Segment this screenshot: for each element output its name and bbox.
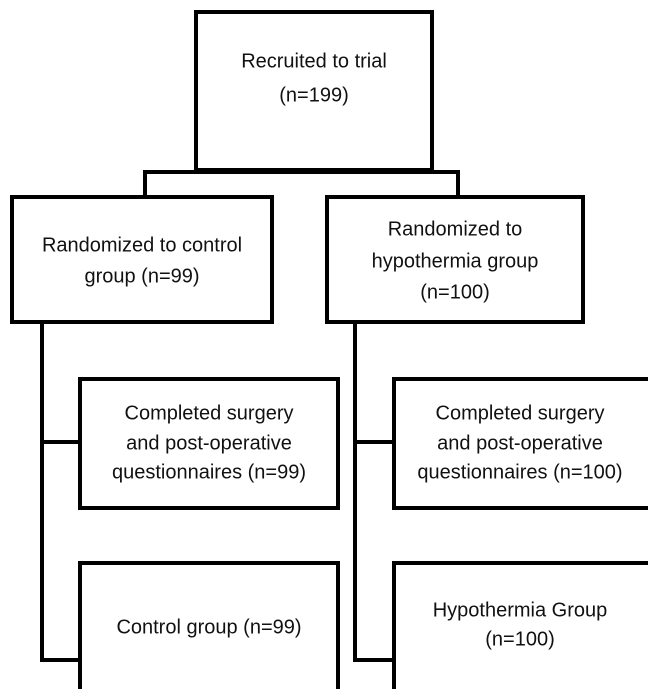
node-box xyxy=(78,377,340,510)
node-label: and post-operative xyxy=(437,432,603,454)
connector xyxy=(40,322,80,662)
connector xyxy=(143,170,460,197)
node-label: group (n=99) xyxy=(84,265,199,287)
node-box xyxy=(392,377,648,510)
node-label: Completed surgery xyxy=(125,402,294,424)
node-box xyxy=(325,195,585,324)
node-box xyxy=(10,195,274,324)
node-label: questionnaires (n=99) xyxy=(112,461,306,483)
node-label: hypothermia group xyxy=(372,250,539,272)
node-label: Control group (n=99) xyxy=(116,616,301,638)
node-label: Randomized to xyxy=(388,218,523,240)
node-label: and post-operative xyxy=(126,432,292,454)
node-label: Randomized to control xyxy=(42,234,242,256)
node-label: (n=100) xyxy=(485,628,555,650)
node-label: (n=100) xyxy=(420,281,490,303)
node-label: questionnaires (n=100) xyxy=(417,461,622,483)
node-label: Completed surgery xyxy=(436,402,605,424)
node-box xyxy=(78,561,340,689)
node-label: Recruited to trial xyxy=(241,50,387,72)
node-label: (n=199) xyxy=(279,84,349,106)
node-label: Hypothermia Group xyxy=(433,599,608,621)
node-box xyxy=(392,561,648,689)
connector xyxy=(353,322,394,662)
node-box xyxy=(194,10,434,172)
